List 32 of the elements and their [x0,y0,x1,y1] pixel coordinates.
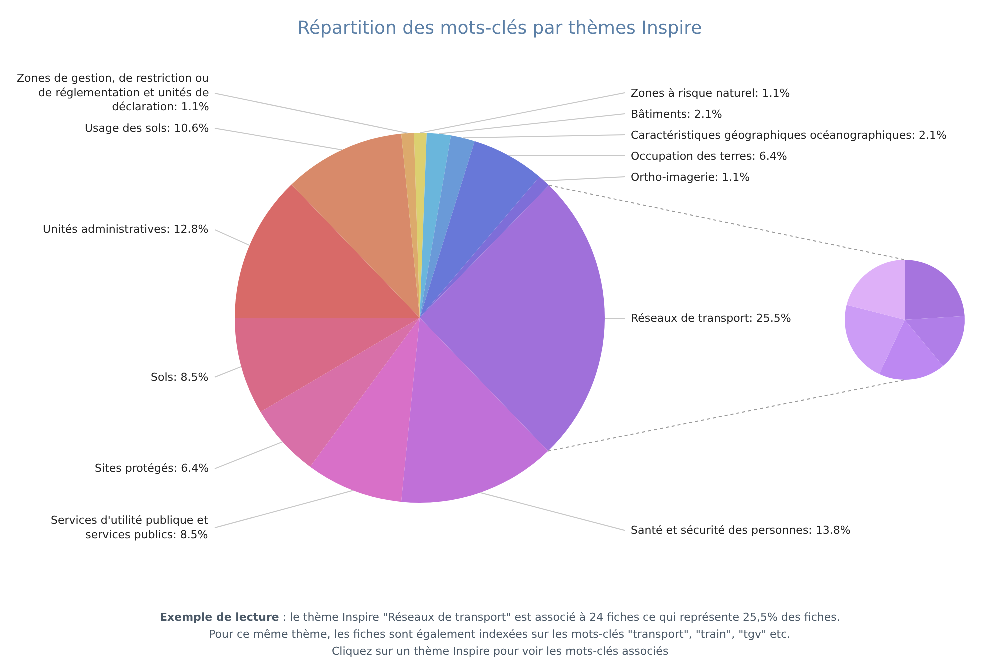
pie-slice [235,318,420,412]
pie-slice [420,133,452,318]
pie-slice [260,318,420,467]
text: Pour ce même thème, les fiches sont également indexées sur les mots-clés "transport", "train", "tgv" etc. [209,628,791,641]
pie-slice [292,134,420,318]
text: Cliquez sur un thème Inspire pour voir les mots-clés associés [332,645,669,658]
slice-label: Réseaux de transport: 25.5% [631,312,792,325]
pie-slice [235,184,420,318]
slice-label: Unités administratives: 12.8% [43,223,209,236]
text: Exemple de lecture [160,611,280,624]
slice-label: Sites protégés: 6.4% [95,462,210,475]
slice-label: Usage des sols: 10.6% [85,122,210,135]
pie-slice [420,141,540,318]
slice-label: Occupation des terres: 6.4% [631,150,788,163]
slice-label: Zones à risque naturel: 1.1% [631,87,790,100]
slice-label: Bâtiments: 2.1% [631,108,722,121]
pie-slice [401,133,420,318]
pie-slice [846,260,905,320]
slice-label: Santé et sécurité des personnes: 13.8% [631,524,851,537]
pie-slice [401,318,548,503]
pie-slice [845,305,905,374]
pie-slice [879,320,944,380]
pie-slice [420,136,475,318]
slice-label: Sols: 8.5% [151,371,209,384]
slice-label: Zones de gestion, de restriction ou de réglementation et unités de déclaration: 1.1% [17,72,210,114]
slice-label: Ortho-imagerie: 1.1% [631,171,750,184]
slice-label: Services d'utilité publique et services publics: 8.5% [51,514,209,542]
chart-title: Répartition des mots-clés par thèmes Inspire [298,18,702,40]
text: : le thème Inspire "Réseaux de transport" est associé à 24 fiches ce qui représente 25,5% des fiches. [282,611,840,624]
pie-slice [420,186,605,452]
pie-slice [310,318,420,502]
slice-label: Caractéristiques géographiques océanographiques: 2.1% [631,129,947,142]
